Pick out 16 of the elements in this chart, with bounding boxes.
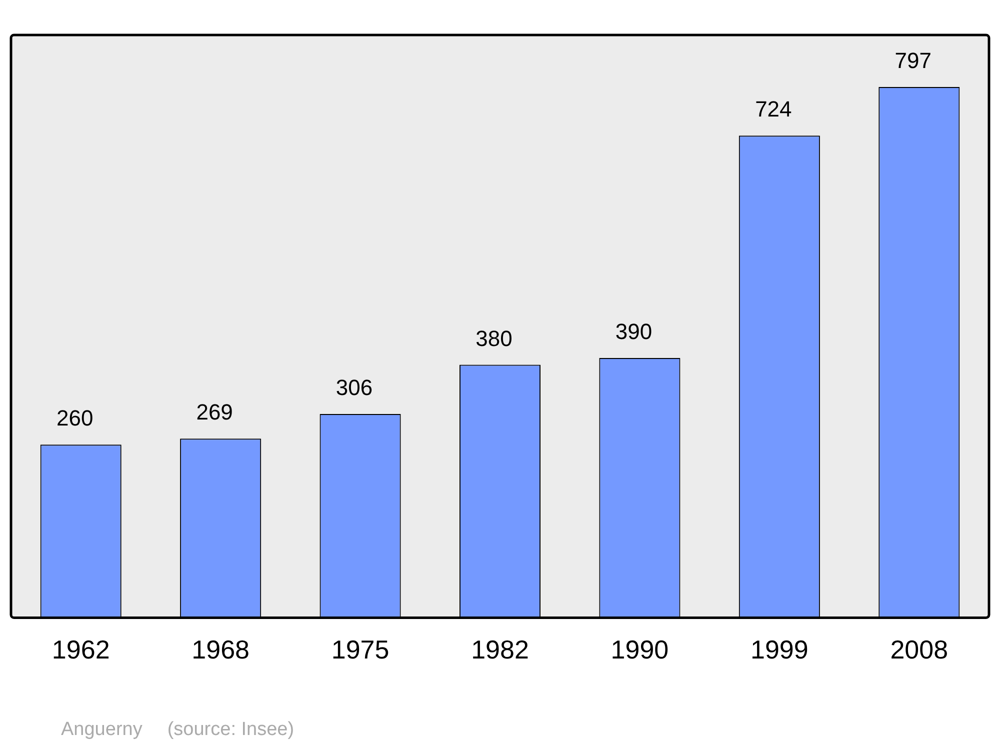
text: Anguerny bbox=[61, 719, 143, 740]
x-tick-label: 1999 bbox=[750, 634, 808, 665]
data-label: 269 bbox=[196, 400, 233, 425]
data-label: 390 bbox=[615, 319, 652, 344]
x-tick-label: 1968 bbox=[192, 634, 250, 665]
data-label: 306 bbox=[336, 375, 373, 400]
text: (source: Insee) bbox=[167, 719, 294, 740]
data-label: 380 bbox=[476, 326, 512, 351]
data-label: 797 bbox=[894, 48, 932, 74]
x-tick-label: 1982 bbox=[471, 634, 529, 665]
x-tick-label: 1975 bbox=[331, 634, 390, 665]
data-label: 724 bbox=[755, 96, 792, 122]
data-label: 260 bbox=[56, 406, 94, 431]
x-tick-label: 1962 bbox=[52, 634, 110, 665]
x-tick-label: 2008 bbox=[890, 634, 948, 665]
x-tick-label: 1990 bbox=[610, 634, 669, 665]
